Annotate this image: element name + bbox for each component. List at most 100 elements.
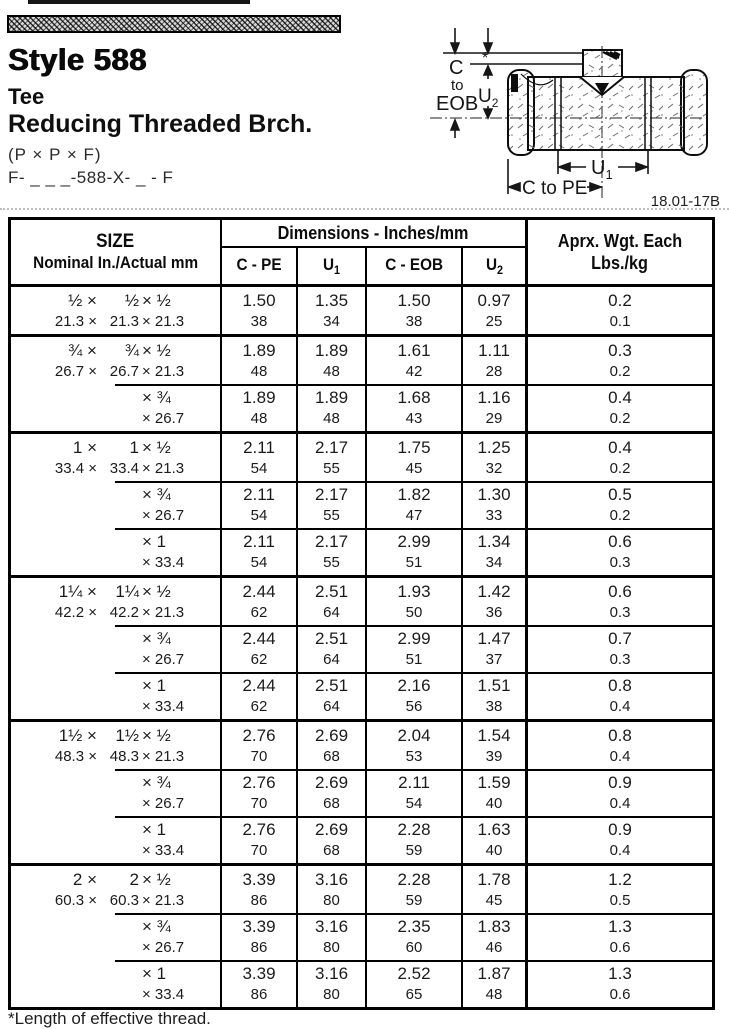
value-inches: 3.39 [242,917,276,936]
dimensions-table: SIZE Nominal In./Actual mm Dimensions - … [8,217,715,1010]
size-part: 1½ × [58,726,97,745]
size-part: 1½ [115,726,139,745]
size-part: × ½ [142,870,171,889]
weight-lbs: 0.4 [608,388,632,407]
table-row: × 1 × 33.4 2.11 54 2.17 55 2.99 51 1.34 34 0.6 0.3 [11,528,712,575]
value-mm: 86 [250,892,268,909]
size-part: 42.2 [109,604,139,621]
size-part [97,963,139,985]
table-row: × 1 × 33.4 2.76 70 2.69 68 2.28 59 1.63 40 0.9 0.4 [11,816,712,863]
value-mm: 59 [405,842,423,859]
weight-cell: 1.3 0.6 [528,960,712,1007]
dim-cell-u2: 1.83 46 [463,913,528,960]
size-part [97,650,139,669]
label-u1: U1 [591,157,613,182]
value-inches: 1.89 [314,388,349,407]
value-inches: 1.35 [314,291,349,310]
label-c: C [449,57,463,79]
size-part: ¾ × [68,341,97,360]
col-header-u1: U1 [298,248,367,284]
size-cell: 1 × 1 × ½ 33.4 × 33.4 × 21.3 [11,434,222,481]
value-mm: 86 [250,986,268,1003]
size-part [11,650,97,669]
dim-cell-u1: 2.51 64 [298,672,367,719]
value-mm: 42 [405,363,423,380]
value-inches: 1.30 [477,485,511,504]
value-mm: 55 [323,554,340,571]
value-inches: 0.97 [477,291,511,310]
dim-cell-c-pe: 3.39 86 [222,866,298,913]
value-inches: 2.51 [314,582,349,601]
weight-cell: 0.8 0.4 [528,672,712,719]
fitting-body [507,49,708,156]
size-line: 33.4 × 33.4 × 21.3 [11,459,220,478]
size-part: 21.3 [109,313,139,330]
dim-cell-u2: 1.54 39 [463,722,528,769]
size-part: × 21.3 [142,460,185,477]
size-part: ½ [124,291,139,310]
value-mm: 70 [250,842,268,859]
dim-cell-u2: 1.30 33 [463,481,528,528]
value-mm: 68 [323,748,340,765]
size-part: × 26.7 [142,795,185,812]
dim-cell-c-eob: 1.75 45 [367,434,463,481]
size-part [11,963,97,985]
weight-cell: 1.3 0.6 [528,913,712,960]
weight-column-header: Aprx. Wgt. Each Lbs./kg [557,231,683,273]
weight-cell: 0.7 0.3 [528,625,712,672]
weight-kg: 0.4 [609,795,631,812]
size-part: × 33.4 [142,554,185,571]
weight-kg: 0.3 [609,604,631,621]
size-line: × 33.4 [11,841,220,860]
size-part [11,841,97,860]
dim-cell-u2: 1.42 36 [463,578,528,625]
size-part: 21.3 × [54,313,97,330]
size-part: × ¾ [142,917,171,936]
value-mm: 48 [485,986,503,1003]
size-part [97,916,139,938]
size-part: × 33.4 [142,986,185,1003]
weight-cell: 0.3 0.2 [528,337,712,384]
page-title: Style 588 [8,42,147,77]
size-part: 1 × [72,438,97,457]
weight-lbs: 1.3 [608,964,632,983]
weight-kg: 0.3 [609,554,631,571]
size-part: ½ × [68,291,97,310]
size-part [11,985,97,1004]
dim-cell-u1: 3.16 80 [298,913,367,960]
size-part [97,938,139,957]
value-mm: 48 [323,410,340,427]
value-mm: 38 [405,313,423,330]
table-row: 2 × 2 × ½ 60.3 × 60.3 × 21.3 3.39 86 3.16 80 2.28 5… [11,863,712,913]
size-line: 26.7 × 26.7 × 21.3 [11,362,220,381]
dim-cell-u2: 0.97 25 [463,287,528,334]
dim-cell-c-pe: 3.39 86 [222,960,298,1007]
size-part: × 21.3 [142,363,185,380]
table-row: 1½ × 1½ × ½ 48.3 × 48.3 × 21.3 2.76 70 2.69 68 2.0… [11,719,712,769]
dim-cell-u1: 2.17 55 [298,434,367,481]
dim-cell-c-pe: 2.76 70 [222,769,298,816]
size-part [11,772,97,794]
value-mm: 45 [405,460,423,477]
size-part: × ¾ [142,629,171,648]
weight-kg: 0.4 [609,748,631,765]
weight-lbs: 0.9 [608,820,632,839]
size-part: 48.3 [109,748,139,765]
value-inches: 2.76 [242,726,276,745]
weight-cell: 0.8 0.4 [528,722,712,769]
size-line: × 26.7 [11,938,220,957]
weight-kg: 0.4 [609,842,631,859]
value-mm: 54 [250,554,268,571]
size-line: × 26.7 [11,650,220,669]
size-part: 1¼ [115,582,139,601]
size-part [11,628,97,650]
value-inches: 3.39 [242,964,276,983]
size-line: × ¾ [11,484,220,506]
size-cell: × 1 × 33.4 [11,528,222,575]
size-line: × ¾ [11,628,220,650]
value-inches: 1.82 [397,485,431,504]
dim-cell-u2: 1.59 40 [463,769,528,816]
size-line: × ¾ [11,916,220,938]
size-cell: 1¼ × 1¼ × ½ 42.2 × 42.2 × 21.3 [11,578,222,625]
